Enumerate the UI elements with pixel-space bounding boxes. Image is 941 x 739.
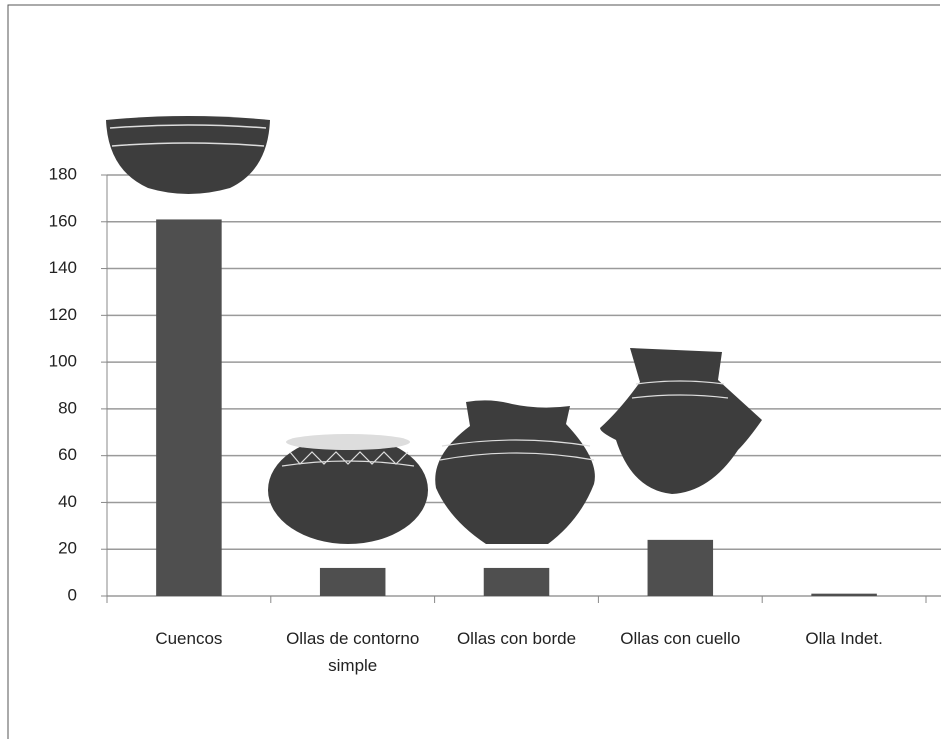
pot	[268, 436, 428, 544]
bar	[319, 567, 386, 596]
y-tick-label: 160	[49, 211, 77, 230]
pot-decoration	[631, 380, 729, 399]
bar	[811, 593, 877, 596]
pot-rim	[286, 434, 410, 450]
y-tick-label: 60	[58, 445, 77, 464]
pot	[106, 116, 270, 194]
y-tick-label: 40	[58, 492, 77, 511]
bar	[156, 219, 222, 596]
y-tick-label: 140	[49, 258, 77, 277]
x-tick-label: Cuencos	[155, 629, 223, 648]
pot	[435, 400, 595, 544]
y-tick-label: 20	[58, 539, 77, 558]
y-tick-label: 120	[49, 305, 77, 324]
y-tick-label: 180	[49, 164, 77, 183]
x-tick-label: Ollas con cuello	[620, 629, 741, 648]
pot-decoration	[281, 451, 415, 467]
pot-decoration	[439, 439, 595, 461]
x-tick-label: Ollas de contorno simple	[286, 629, 420, 675]
x-tick-label: Olla Indet.	[805, 629, 883, 648]
y-tick-label: 100	[49, 352, 77, 371]
y-tick-label: 0	[68, 585, 77, 604]
pottery-illustrations	[106, 116, 762, 544]
bar	[647, 539, 714, 596]
y-tick-label: 80	[58, 398, 77, 417]
pot	[600, 348, 762, 494]
frame	[7, 4, 940, 739]
bar	[483, 567, 550, 596]
x-tick-label: Ollas con borde	[456, 629, 577, 648]
pot-decoration	[109, 124, 267, 147]
